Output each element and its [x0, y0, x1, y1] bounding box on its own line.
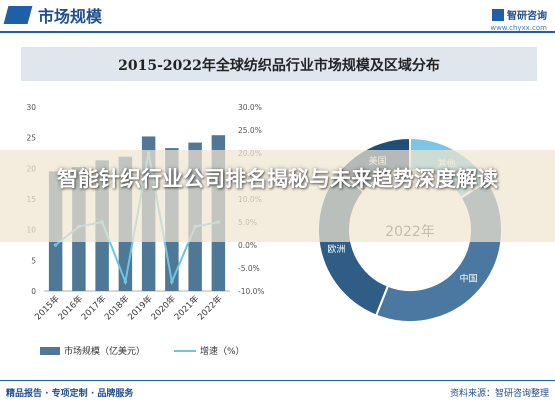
header-divider [0, 31, 555, 33]
x-tick-label: 2021年 [172, 293, 201, 322]
y-tick-right: -10.0% [238, 287, 265, 296]
y-tick-right: 25.0% [238, 126, 262, 135]
x-tick-label: 2017年 [79, 293, 108, 322]
x-tick-label: 2022年 [195, 293, 224, 322]
legend-label-line: 增速（%） [200, 347, 245, 357]
legend-swatch-bar [40, 347, 60, 355]
footer-tagline: 精品报告 · 专项定制 · 品牌服务 [6, 389, 134, 399]
brand-icon [492, 8, 504, 21]
growth-point [123, 280, 128, 284]
y-tick-right: -5.0% [238, 264, 260, 273]
section-title: 市场规模 [38, 7, 103, 26]
chart-title: 2015-2022年全球纺织品行业市场规模及区域分布 [118, 58, 440, 74]
x-tick-label: 2016年 [56, 293, 85, 322]
headline-overlay: 智能针织行业公司排名揭秘与未来趋势深度解读 [0, 150, 555, 242]
x-tick-label: 2020年 [149, 293, 178, 322]
donut-slice-label: 中国 [460, 272, 478, 284]
footer-divider [0, 380, 555, 381]
growth-point [170, 280, 174, 284]
chart-legend: 市场规模（亿美元） 增速（%） [40, 344, 340, 358]
y-tick-left: 30 [26, 103, 36, 112]
headline-text: 智能针织行业公司排名揭秘与未来趋势深度解读 [57, 167, 498, 191]
y-tick-left: 25 [26, 134, 36, 143]
y-tick-left: 0 [31, 287, 36, 296]
y-tick-right: 30.0% [238, 103, 262, 112]
header-accent [3, 6, 33, 24]
donut-slice-label: 欧洲 [327, 243, 345, 255]
footer-bar: 精品报告 · 专项定制 · 品牌服务 资料来源：智研咨询整理 [0, 370, 555, 400]
legend-swatch-line [174, 350, 196, 352]
y-tick-left: 5 [31, 256, 36, 265]
x-tick-label: 2015年 [33, 293, 62, 322]
y-tick-right: 0.0% [238, 241, 257, 250]
brand-url: www.chyxx.com [490, 24, 547, 32]
brand-logo: 智研咨询 www.chyxx.com [490, 4, 547, 32]
footer-source: 资料来源：智研咨询整理 [449, 389, 549, 399]
chart-title-banner: 2015-2022年全球纺织品行业市场规模及区域分布 [21, 47, 537, 81]
x-tick-label: 2019年 [126, 293, 155, 322]
growth-point [53, 243, 58, 247]
header-bar: 市场规模 智研咨询 www.chyxx.com [0, 0, 555, 32]
brand-name: 智研咨询 [507, 11, 547, 22]
legend-label-bar: 市场规模（亿美元） [64, 347, 146, 357]
x-tick-label: 2018年 [102, 293, 131, 322]
